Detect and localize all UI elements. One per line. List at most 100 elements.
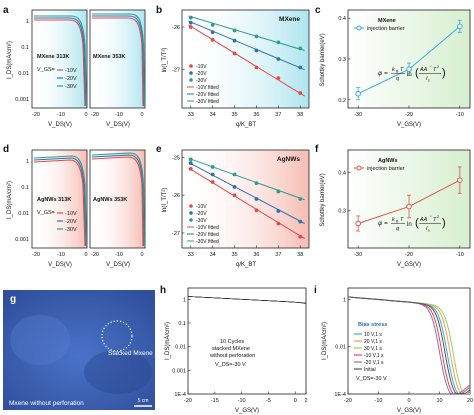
- svg-text:(: (: [415, 67, 419, 79]
- data-point: [232, 172, 237, 177]
- legend-item: -20V: [196, 71, 207, 77]
- x-tick-label: -30: [354, 112, 362, 118]
- x-tick-label: 35: [231, 112, 237, 118]
- highlight-circle: [101, 320, 133, 352]
- plot-frame: [181, 149, 310, 249]
- x-tick-label: 33: [188, 112, 194, 118]
- transfer-curve: [347, 296, 471, 395]
- panel-i: i -20 -10 0 10 20 1 0.01 1E-4 Bias stress 10 V,…: [314, 285, 473, 414]
- xtick: -20: [32, 112, 40, 118]
- curves-left: [33, 155, 88, 247]
- formula: φ = k B T q ln ( AA * T 2 I s ): [378, 215, 446, 233]
- x-axis-label: V_DS(V): [48, 262, 72, 268]
- legend-item: 20 V,1 s: [364, 339, 382, 345]
- y-axis-label: I_DS(mA/cm²): [7, 41, 13, 79]
- x-tick-label: 20: [467, 398, 473, 404]
- panel-letter: h: [160, 285, 166, 296]
- legend-title: AgNWs: [378, 158, 398, 164]
- ytick: 0.001: [15, 237, 29, 243]
- x-tick-label: -20: [405, 112, 413, 118]
- x-axis-label: V_GS(V): [397, 262, 421, 268]
- data-point: [298, 46, 303, 51]
- plot-e-marks: 33 34 35 36 37 38 -25 -26 -27: [172, 156, 305, 258]
- data-point: [254, 208, 259, 213]
- data-point: [254, 65, 259, 70]
- panel-h: h -20 -15 -10 -5 0 2 1 0.1 0.01 0.001 1E-4 10 Cycl…: [160, 285, 308, 414]
- data-point: [210, 180, 215, 184]
- legend-item: -30V: [196, 218, 207, 224]
- fit-line: [188, 24, 305, 97]
- x-tick-label: 37: [275, 252, 281, 258]
- x-tick-label: 0: [294, 398, 297, 404]
- svg-text:): ): [442, 217, 446, 229]
- x-axis-label: q/K_BT: [236, 122, 256, 128]
- data-point: [188, 157, 193, 162]
- data-point: [188, 15, 193, 20]
- x-tick-label: -20: [405, 252, 413, 258]
- data-point: [232, 51, 237, 56]
- y-tick-label: -27: [172, 68, 180, 74]
- vds-note: V_DS=-30 V: [356, 376, 387, 382]
- y-axis-label: I_DS(mA/cm²): [322, 322, 328, 360]
- subplot-frame-left: [31, 9, 88, 109]
- svg-text:k: k: [392, 217, 395, 223]
- data-point: [457, 23, 463, 30]
- data-point: [254, 197, 259, 201]
- y-axis-label: Schottky barrier(eV): [320, 33, 326, 86]
- x-tick-label: 0: [407, 398, 410, 404]
- data-point: [232, 28, 237, 33]
- x-tick-label: -5: [266, 398, 271, 404]
- plot-b-marks: 33 34 35 36 37 38 -26 -27: [172, 15, 305, 118]
- y-axis-label: I_DS(mA/cm²): [7, 181, 13, 219]
- data-point: [276, 40, 281, 45]
- y-tick-label: 0.4: [338, 171, 346, 177]
- x-axis-label: q/K_BT: [236, 262, 256, 268]
- subplot-label-right: AgNWs 353K: [93, 197, 127, 203]
- legend-item: -10 V,1 s: [364, 353, 384, 359]
- legend-prefix: V_GS=: [37, 210, 55, 216]
- ytick: 1: [26, 19, 29, 25]
- annotation-line: stacked MXene: [212, 346, 250, 352]
- data-point: [232, 193, 237, 198]
- plot-f-marks: -30 -20 -10 0.3 0.4: [338, 166, 464, 258]
- subplot-label-left: AgNWs 313K: [37, 197, 71, 203]
- legend-item: injection barrier: [367, 26, 405, 32]
- data-point: [298, 234, 303, 239]
- svg-text:B: B: [396, 70, 399, 74]
- fit-line: [188, 157, 305, 201]
- svg-text:AA: AA: [419, 67, 428, 73]
- svg-text:(: (: [415, 217, 419, 229]
- x-axis-label: V_DS(V): [106, 122, 130, 128]
- panel-letter: g: [10, 294, 16, 305]
- data-point: [232, 38, 237, 43]
- x-tick-label: -20: [184, 398, 192, 404]
- data-point: [188, 166, 193, 171]
- data-point: [210, 30, 215, 35]
- legend-item: -20 V,1 s: [364, 360, 384, 366]
- xtick: -20: [91, 252, 99, 258]
- xtick: -10: [57, 252, 65, 258]
- x-tick-label: 38: [297, 112, 303, 118]
- legend-prefix: V_GS=: [37, 67, 55, 73]
- y-tick-label: 0.1: [178, 321, 186, 327]
- subplot-label-right: MXene 353K: [93, 54, 125, 60]
- ytick: 0.01: [18, 211, 29, 217]
- panel-e: e AgNWs 33 34 35 36 37 38 -25 -26 -27 q/K_BT ln(…: [156, 144, 310, 268]
- fit-line: [188, 167, 305, 240]
- fit-line: [188, 15, 305, 51]
- data-point: [457, 177, 463, 183]
- annotation-line: without perforation: [209, 353, 255, 359]
- svg-text:k: k: [392, 67, 395, 73]
- panel-letter: a: [3, 5, 9, 16]
- legend-item: -20V: [65, 219, 77, 225]
- y-axis-label: ln(I_T/T²): [162, 188, 168, 213]
- xtick: -20: [32, 252, 40, 258]
- data-point: [406, 66, 412, 73]
- y-tick-label: 0.01: [175, 345, 186, 351]
- subplot-label-left: MXene 313K: [37, 54, 69, 60]
- y-tick-label: 0.001: [172, 368, 186, 374]
- x-axis-label: V_GS(V): [397, 122, 421, 128]
- svg-text:s: s: [428, 229, 430, 233]
- y-tick-label: 1: [343, 297, 346, 303]
- y-axis-label: Schottky barrier(eV): [320, 173, 326, 226]
